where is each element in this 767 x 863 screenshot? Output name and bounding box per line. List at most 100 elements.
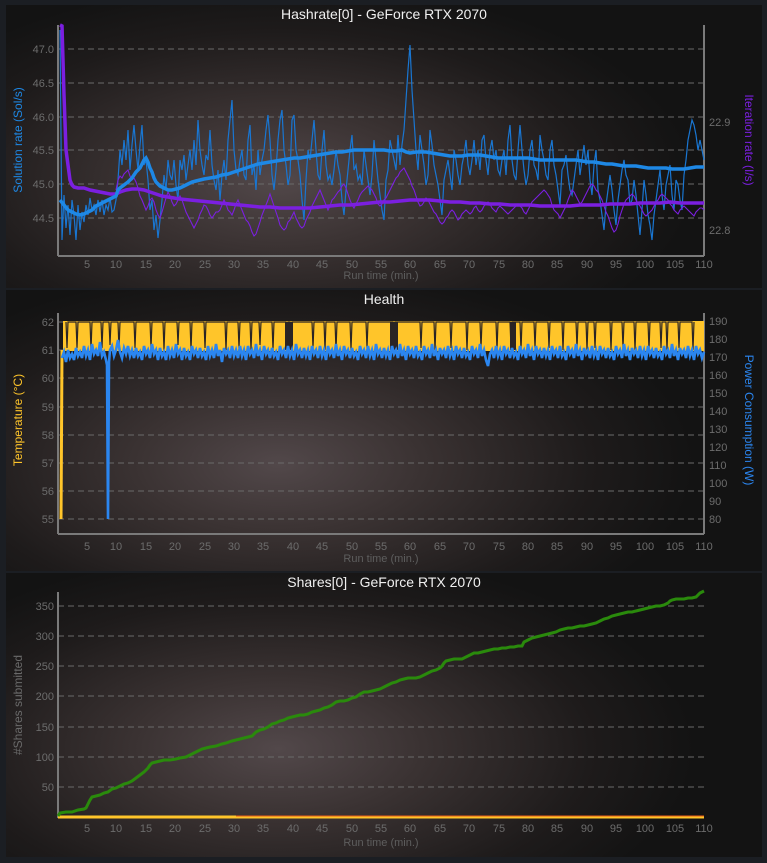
chart-title: Health <box>363 291 405 307</box>
svg-text:140: 140 <box>709 406 727 418</box>
solution-rate-raw-line <box>59 29 705 241</box>
svg-text:75: 75 <box>493 541 505 553</box>
y-axis-label-right: Power Consumption (W) <box>742 355 756 486</box>
svg-text:80: 80 <box>522 259 534 271</box>
svg-text:62: 62 <box>42 317 54 329</box>
svg-text:44.5: 44.5 <box>33 213 54 225</box>
svg-text:35: 35 <box>257 259 269 271</box>
svg-text:40: 40 <box>287 541 299 553</box>
svg-text:130: 130 <box>709 424 727 436</box>
y-ticks-right: 190 180 170 160 150 140 130 120 110 100 90 80 <box>709 316 727 526</box>
chart-title: Shares[0] - GeForce RTX 2070 <box>287 574 481 590</box>
svg-text:75: 75 <box>493 823 505 835</box>
y-ticks-left: 47.0 46.5 46.0 45.5 45.0 44.5 <box>33 44 54 225</box>
svg-text:70: 70 <box>463 823 475 835</box>
svg-text:50: 50 <box>346 541 358 553</box>
svg-text:5: 5 <box>84 541 90 553</box>
svg-text:22.9: 22.9 <box>709 117 730 129</box>
svg-text:59: 59 <box>42 402 54 414</box>
solution-rate-avg-line <box>58 148 704 217</box>
svg-text:15: 15 <box>140 541 152 553</box>
svg-text:75: 75 <box>493 259 505 271</box>
svg-text:45.0: 45.0 <box>33 179 54 191</box>
y-ticks-right: 22.9 22.8 <box>709 117 730 237</box>
svg-text:90: 90 <box>709 496 721 508</box>
y-axis-label-left: #Shares submitted <box>11 655 25 755</box>
svg-text:10: 10 <box>110 259 122 271</box>
svg-text:110: 110 <box>709 460 727 472</box>
svg-text:50: 50 <box>346 823 358 835</box>
svg-text:300: 300 <box>36 631 54 643</box>
hashrate-chart-panel: Hashrate[0] - GeForce RTX 2070 47.0 46.5 4… <box>6 5 762 288</box>
svg-text:110: 110 <box>695 823 713 835</box>
iteration-rate-raw-line <box>115 167 705 237</box>
svg-text:85: 85 <box>551 823 563 835</box>
x-axis-label: Run time (min.) <box>343 553 418 565</box>
svg-text:190: 190 <box>709 316 727 328</box>
y-ticks-left: 62 61 60 59 58 57 56 55 <box>42 317 54 526</box>
svg-text:170: 170 <box>709 352 727 364</box>
svg-text:110: 110 <box>695 541 713 553</box>
svg-text:15: 15 <box>140 259 152 271</box>
svg-text:25: 25 <box>199 259 211 271</box>
svg-text:90: 90 <box>581 541 593 553</box>
svg-text:50: 50 <box>42 782 54 794</box>
svg-text:80: 80 <box>522 823 534 835</box>
svg-text:58: 58 <box>42 430 54 442</box>
svg-text:70: 70 <box>463 541 475 553</box>
svg-text:60: 60 <box>42 373 54 385</box>
svg-text:105: 105 <box>666 541 684 553</box>
svg-text:15: 15 <box>140 823 152 835</box>
gridlines <box>58 605 704 788</box>
svg-text:5: 5 <box>84 823 90 835</box>
svg-text:250: 250 <box>36 661 54 673</box>
svg-text:30: 30 <box>228 259 240 271</box>
svg-text:25: 25 <box>199 541 211 553</box>
svg-text:20: 20 <box>169 259 181 271</box>
svg-text:105: 105 <box>666 259 684 271</box>
power-line <box>60 339 706 520</box>
svg-text:47.0: 47.0 <box>33 44 54 56</box>
svg-text:160: 160 <box>709 370 727 382</box>
svg-text:100: 100 <box>636 541 654 553</box>
svg-text:5: 5 <box>84 259 90 271</box>
svg-text:85: 85 <box>551 541 563 553</box>
svg-text:35: 35 <box>257 823 269 835</box>
svg-text:30: 30 <box>228 541 240 553</box>
svg-text:90: 90 <box>581 823 593 835</box>
svg-text:65: 65 <box>434 823 446 835</box>
svg-text:56: 56 <box>42 486 54 498</box>
y-axis-label-left: Solution rate (Sol/s) <box>11 87 25 192</box>
svg-text:200: 200 <box>36 691 54 703</box>
svg-text:90: 90 <box>581 259 593 271</box>
svg-text:55: 55 <box>375 823 387 835</box>
chart-title: Hashrate[0] - GeForce RTX 2070 <box>281 6 487 22</box>
svg-text:65: 65 <box>434 541 446 553</box>
svg-text:45: 45 <box>316 541 328 553</box>
svg-text:180: 180 <box>709 334 727 346</box>
x-axis-label: Run time (min.) <box>343 270 418 282</box>
svg-text:110: 110 <box>695 259 713 271</box>
svg-text:45: 45 <box>316 259 328 271</box>
svg-text:55: 55 <box>375 541 387 553</box>
svg-text:150: 150 <box>36 722 54 734</box>
svg-text:150: 150 <box>709 388 727 400</box>
svg-text:120: 120 <box>709 442 727 454</box>
svg-text:30: 30 <box>228 823 240 835</box>
svg-text:10: 10 <box>110 541 122 553</box>
svg-text:350: 350 <box>36 601 54 613</box>
svg-text:10: 10 <box>110 823 122 835</box>
svg-text:61: 61 <box>42 345 54 357</box>
health-chart-panel: Health 62 61 60 59 58 57 56 55 190 180 170 160 <box>6 290 762 571</box>
temperature-startup-line <box>59 349 64 520</box>
y-ticks-left: 350 300 250 200 150 100 50 <box>36 601 54 794</box>
svg-text:95: 95 <box>610 541 622 553</box>
svg-text:85: 85 <box>551 259 563 271</box>
svg-text:45: 45 <box>316 823 328 835</box>
svg-text:60: 60 <box>404 823 416 835</box>
svg-text:60: 60 <box>404 541 416 553</box>
svg-text:60: 60 <box>404 259 416 271</box>
svg-text:45.5: 45.5 <box>33 145 54 157</box>
x-ticks: 5 10 15 20 25 30 35 40 45 50 55 60 65 70 75 80 85 90 9… <box>84 823 713 835</box>
svg-text:46.5: 46.5 <box>33 78 54 90</box>
